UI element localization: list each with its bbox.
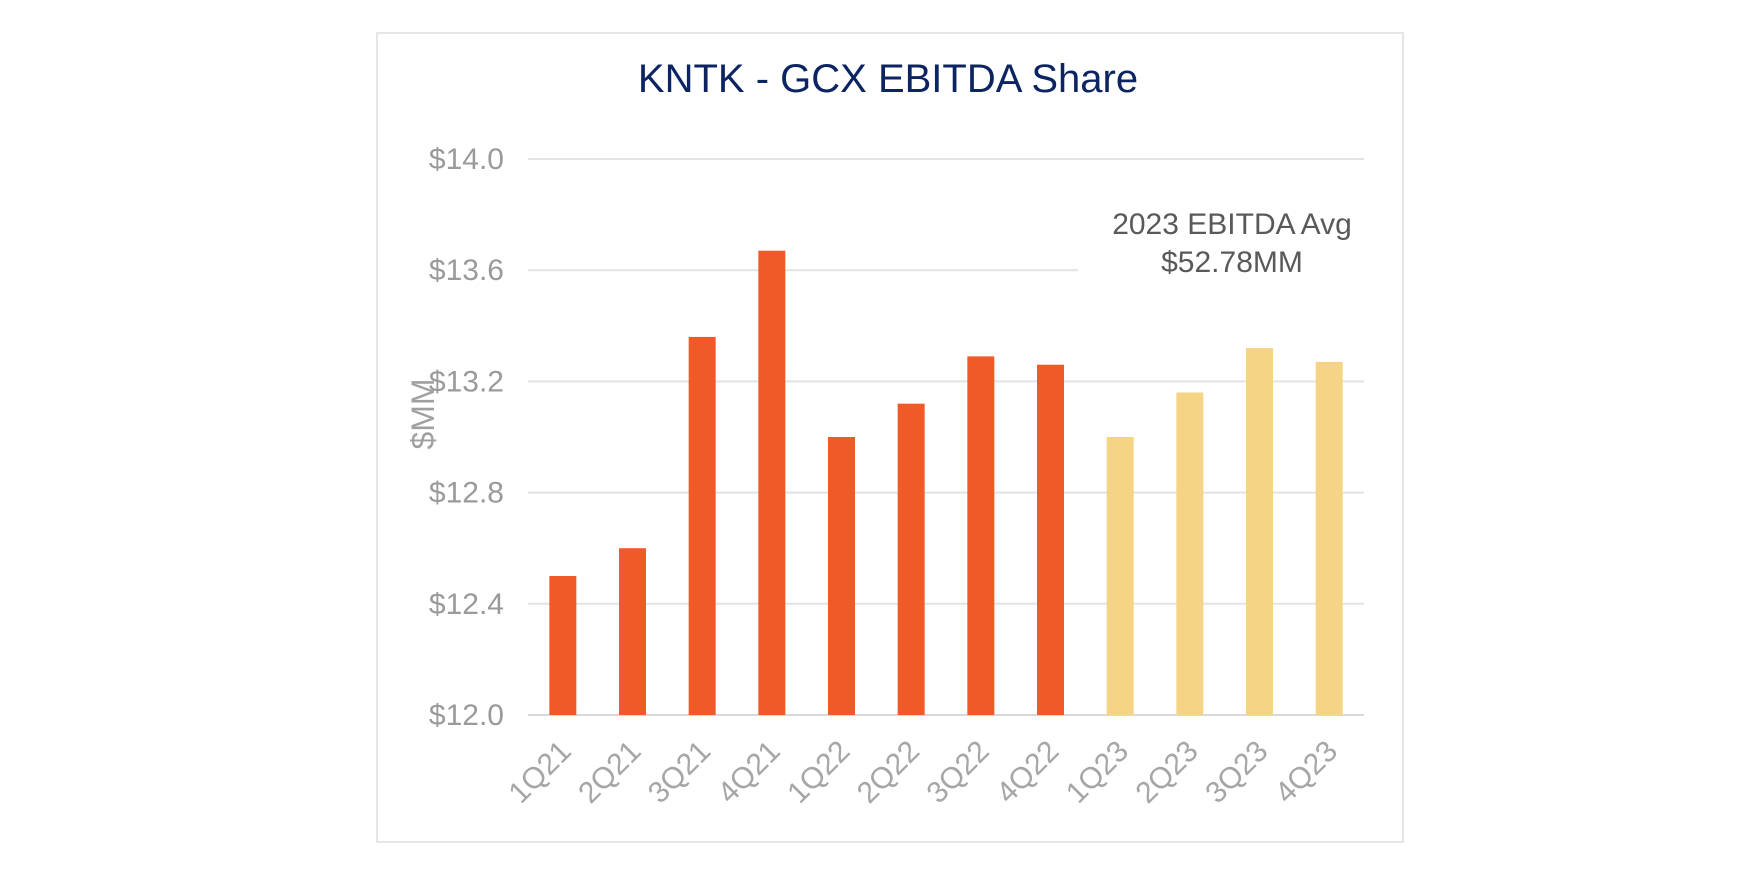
- bar-1q21: [549, 576, 577, 715]
- bar-3q23: [1246, 348, 1273, 715]
- x-tick-label: 2Q23: [1130, 735, 1205, 810]
- x-axis-ticks: 1Q212Q213Q214Q211Q222Q223Q224Q221Q232Q23…: [503, 735, 1345, 810]
- bar-1q22: [828, 437, 855, 715]
- bar-chart: KNTK - GCX EBITDA Share $MM $12.0$12.4$1…: [405, 57, 1368, 810]
- bar-1q23: [1106, 437, 1134, 715]
- y-axis-label: $MM: [405, 378, 441, 449]
- y-tick-label: $14.0: [429, 143, 504, 176]
- y-tick-label: $12.0: [429, 699, 504, 732]
- chart-frame: KNTK - GCX EBITDA Share $MM $12.0 $12.4 $1…: [376, 32, 1404, 843]
- bar-2q21: [619, 548, 646, 715]
- x-tick-label: 2Q22: [851, 735, 926, 810]
- bar-4q22: [1037, 364, 1064, 715]
- y-tick-label: $12.4: [429, 588, 504, 621]
- annotation-background: [1078, 202, 1368, 302]
- chart-title: KNTK - GCX EBITDA Share: [638, 57, 1138, 101]
- gridlines: [528, 158, 1364, 716]
- bars: [549, 250, 1343, 716]
- bar-4q21: [758, 250, 786, 716]
- x-tick-label: 2Q21: [572, 735, 647, 810]
- bar-2q22: [897, 403, 925, 715]
- annotation-line-2: $52.78MM: [1161, 246, 1303, 279]
- annotation-line-1: 2023 EBITDA Avg: [1112, 208, 1352, 241]
- x-tick-label: 4Q21: [712, 735, 787, 810]
- x-tick-label: 1Q23: [1060, 735, 1135, 810]
- y-axis-ticks: $12.0 $12.4 $12.8 $13.2 $13.6 $14.0: [429, 143, 504, 732]
- x-tick-label: 1Q22: [781, 735, 856, 810]
- bar-3q21: [688, 336, 716, 715]
- x-tick-label: 3Q22: [921, 735, 996, 810]
- y-tick-label: $13.6: [429, 254, 504, 287]
- bar-4q23: [1315, 361, 1343, 715]
- x-tick-label: 3Q23: [1199, 735, 1274, 810]
- y-tick-label: $12.8: [429, 477, 504, 510]
- bar-3q22: [967, 356, 995, 715]
- x-tick-label: 4Q22: [990, 735, 1065, 810]
- bar-2q23: [1176, 392, 1204, 715]
- x-tick-label: 1Q21: [503, 735, 578, 810]
- x-tick-label: 4Q23: [1269, 735, 1344, 810]
- y-tick-label: $13.2: [429, 365, 504, 398]
- x-tick-label: 3Q21: [642, 735, 717, 810]
